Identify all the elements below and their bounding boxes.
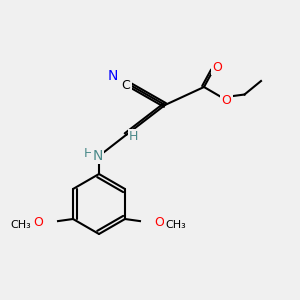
Text: CH₃: CH₃	[166, 220, 186, 230]
Text: O: O	[154, 215, 164, 229]
Text: O: O	[213, 61, 222, 74]
Text: O: O	[222, 94, 231, 107]
Text: N: N	[107, 70, 118, 83]
Text: N: N	[92, 149, 103, 163]
Text: CH₃: CH₃	[10, 220, 31, 230]
Text: H: H	[129, 130, 138, 143]
Text: H: H	[84, 146, 93, 160]
Text: O: O	[34, 215, 44, 229]
Text: C: C	[122, 79, 130, 92]
